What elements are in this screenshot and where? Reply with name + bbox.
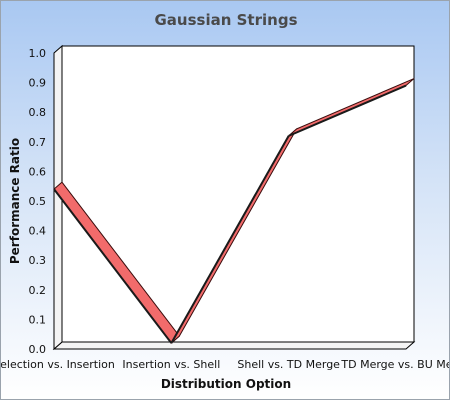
y-tick-label: 0.9 xyxy=(29,77,47,90)
y-tick-label: 0.1 xyxy=(29,313,47,326)
y-axis-label: Performance Ratio xyxy=(8,138,22,264)
x-tick-label: Insertion vs. Shell xyxy=(122,358,220,371)
x-tick-labels: Selection vs. Insertion Insertion vs. She… xyxy=(1,358,449,371)
y-tick-label: 0.3 xyxy=(29,254,47,267)
y-tick-labels: 0.0 0.1 0.2 0.3 0.4 0.5 0.6 0.7 0.8 0.9 1.0 xyxy=(29,47,47,356)
y-tick-label: 0.6 xyxy=(29,165,47,178)
y-tick-label: 0.0 xyxy=(29,343,47,356)
series-ribbons xyxy=(53,78,415,344)
plot-walls xyxy=(52,44,416,351)
ribbon-edge xyxy=(170,135,290,344)
y-tick-label: 0.2 xyxy=(29,284,47,297)
y-tick-label: 0.5 xyxy=(29,195,47,208)
y-tick-label: 0.4 xyxy=(29,225,47,238)
ribbon-edge xyxy=(288,84,407,137)
y-tick-label: 0.7 xyxy=(29,136,47,149)
x-tick-label: Shell vs. TD Merge xyxy=(237,358,340,371)
chart-title: Gaussian Strings xyxy=(155,11,298,29)
ribbon-edge xyxy=(53,188,173,344)
x-tick-label: Selection vs. Insertion xyxy=(1,358,115,371)
x-axis-label: Distribution Option xyxy=(161,377,291,391)
y-tick-label: 1.0 xyxy=(29,47,47,60)
plot-floor xyxy=(52,341,416,350)
y-tick-label: 0.8 xyxy=(29,106,47,119)
plot-side-wall xyxy=(53,44,63,351)
plot-back-wall xyxy=(54,46,414,349)
x-tick-label: TD Merge vs. BU Merge xyxy=(340,358,449,371)
